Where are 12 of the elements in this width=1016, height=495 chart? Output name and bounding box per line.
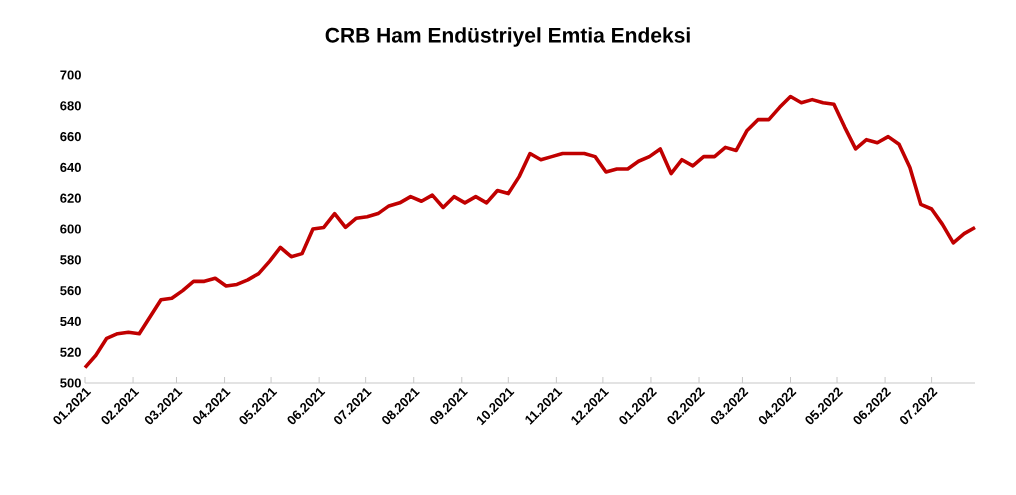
y-tick-label: 580: [60, 255, 81, 265]
y-tick-label: 680: [60, 101, 81, 111]
y-tick-label: 540: [60, 316, 81, 326]
y-tick-label: 500: [60, 378, 81, 388]
y-tick-label: 640: [60, 162, 81, 172]
y-tick-label: 700: [60, 70, 81, 80]
y-tick-label: 600: [60, 224, 81, 234]
y-tick-label: 520: [60, 347, 81, 357]
y-tick-label: 660: [60, 131, 81, 142]
chart-title: CRB Ham Endüstriyel Emtia Endeksi: [325, 27, 690, 47]
y-tick-label: 620: [60, 193, 81, 203]
y-tick-label: 560: [60, 285, 81, 296]
